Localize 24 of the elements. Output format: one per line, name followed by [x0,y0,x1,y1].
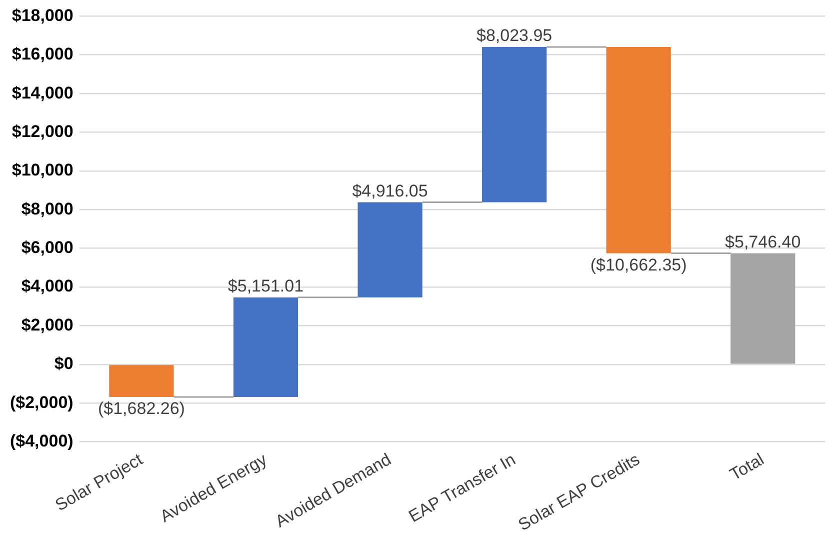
bar [482,46,547,202]
y-tick-label: $6,000 [21,238,74,258]
y-tick-label: ($2,000) [10,392,74,412]
data-label: $5,746.40 [725,232,801,252]
bar [109,365,174,397]
y-tick-label: $2,000 [21,315,74,334]
data-label: ($1,682.26) [98,399,185,418]
data-label: ($10,662.35) [590,255,687,274]
y-tick-label: $10,000 [12,160,74,180]
x-tick-label: Total [726,450,768,484]
data-label: $4,916.05 [352,181,428,200]
y-tick-label: ($4,000) [10,432,74,451]
bar [233,297,298,397]
y-tick-label: $18,000 [12,6,74,25]
y-tick-label: $0 [54,354,74,374]
data-label: $8,023.95 [476,26,552,46]
y-tick-label: $14,000 [12,83,74,102]
bar [358,202,422,298]
y-tick-label: $8,000 [21,199,74,218]
bar [606,46,671,254]
y-tick-label: $16,000 [12,44,74,64]
y-tick-label: $4,000 [21,276,74,296]
data-label: $5,151.01 [228,276,304,296]
y-tick-label: $12,000 [12,122,74,141]
